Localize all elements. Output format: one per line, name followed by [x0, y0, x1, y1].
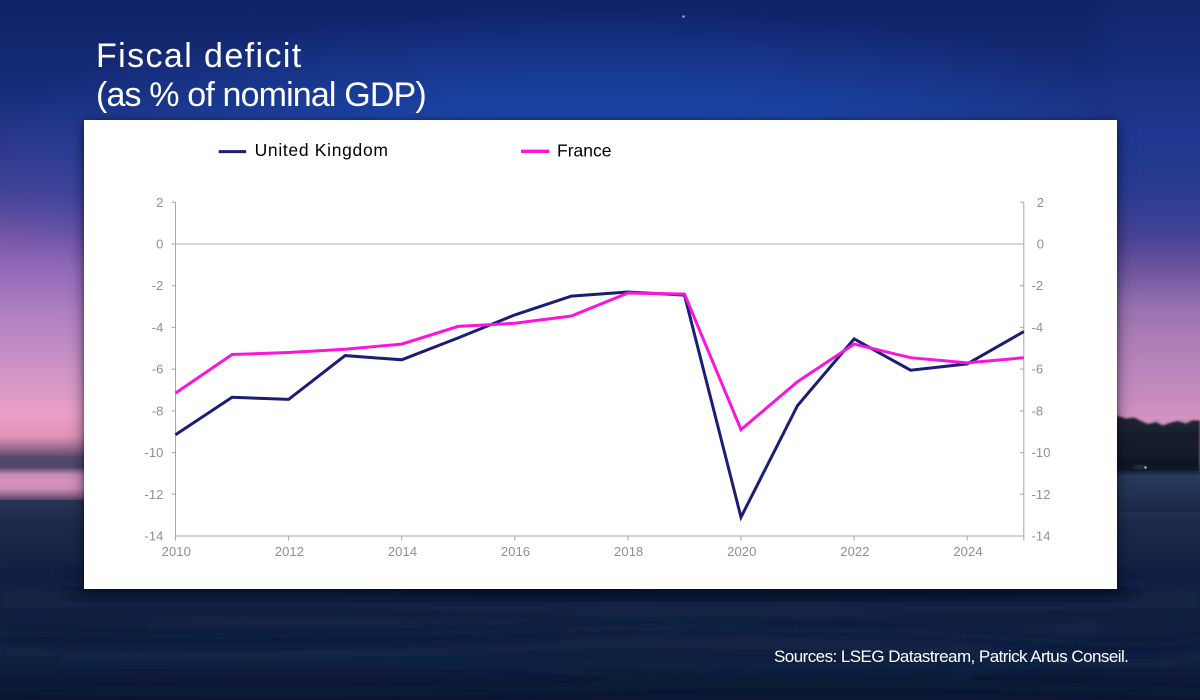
svg-text:2014: 2014 [388, 544, 417, 559]
svg-text:2020: 2020 [727, 544, 756, 559]
svg-text:-10: -10 [144, 445, 163, 460]
svg-text:2010: 2010 [162, 544, 191, 559]
svg-text:2018: 2018 [614, 544, 643, 559]
svg-text:-2: -2 [1032, 278, 1044, 293]
svg-text:0: 0 [1037, 237, 1044, 252]
svg-text:-6: -6 [152, 362, 164, 377]
svg-text:2012: 2012 [275, 544, 304, 559]
svg-text:-4: -4 [152, 320, 164, 335]
svg-text:United Kingdom: United Kingdom [255, 140, 389, 160]
svg-text:-6: -6 [1032, 362, 1044, 377]
svg-text:2016: 2016 [501, 544, 530, 559]
svg-text:-12: -12 [1032, 487, 1051, 502]
svg-text:-14: -14 [1032, 529, 1051, 544]
svg-text:-10: -10 [1032, 445, 1051, 460]
svg-text:2024: 2024 [953, 544, 982, 559]
svg-text:2: 2 [156, 195, 163, 210]
svg-text:-14: -14 [144, 529, 163, 544]
svg-text:-8: -8 [152, 403, 164, 418]
svg-text:-8: -8 [1032, 403, 1044, 418]
svg-text:-2: -2 [152, 278, 164, 293]
svg-text:2: 2 [1037, 195, 1044, 210]
svg-text:-4: -4 [1032, 320, 1044, 335]
svg-text:0: 0 [156, 237, 163, 252]
svg-text:-12: -12 [144, 487, 163, 502]
svg-text:2022: 2022 [840, 544, 869, 559]
svg-text:France: France [557, 140, 611, 160]
